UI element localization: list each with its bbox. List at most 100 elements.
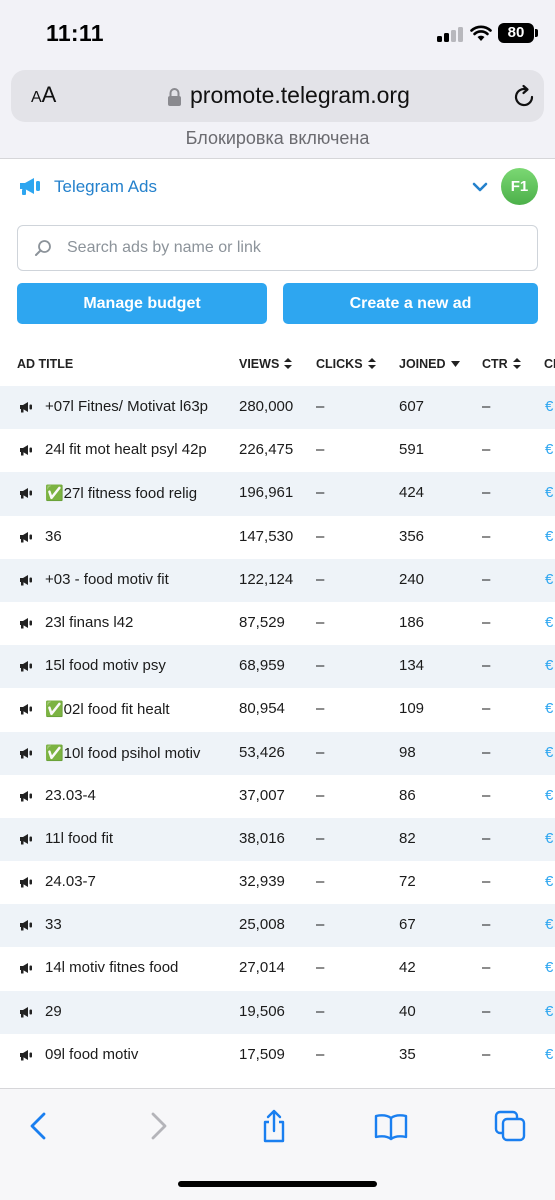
table-row[interactable]: ✅27l fitness food relig 196,961 – 424 – €: [0, 472, 555, 516]
megaphone-icon: [20, 920, 32, 931]
megaphone-icon: [20, 704, 32, 715]
joined-cell: 40: [399, 1002, 416, 1020]
cpm-cell: €: [545, 916, 554, 934]
cpm-cell: €: [545, 527, 554, 545]
views-cell: 38,016: [239, 829, 285, 847]
wifi-icon: [470, 25, 492, 41]
table-row[interactable]: 15l food motiv psy 68,959 – 134 – €: [0, 645, 555, 689]
sort-icon: [512, 358, 521, 369]
table-row[interactable]: ✅10l food psihol motiv 53,426 – 98 – €: [0, 731, 555, 775]
joined-cell: 72: [399, 873, 416, 891]
ctr-cell: –: [482, 786, 491, 804]
cpm-cell: €: [545, 873, 554, 891]
share-icon[interactable]: [257, 1109, 291, 1143]
ads-table: AD TITLE VIEWS CLICKS JOINED CTR CI +07l…: [0, 342, 555, 1077]
lock-icon: [168, 88, 181, 106]
ad-title-cell[interactable]: ✅10l food psihol motiv: [45, 744, 201, 762]
ad-title-cell[interactable]: 11l food fit: [45, 829, 114, 847]
cpm-cell: €: [545, 1002, 554, 1020]
ad-title-cell[interactable]: 09l food motiv: [45, 1045, 139, 1063]
table-row[interactable]: +03 - food motiv fit 122,124 – 240 – €: [0, 558, 555, 602]
ad-title-cell[interactable]: 24.03-7: [45, 873, 96, 891]
ctr-cell: –: [482, 613, 491, 631]
views-cell: 196,961: [239, 484, 294, 502]
table-row[interactable]: 23l finans l42 87,529 – 186 – €: [0, 601, 555, 646]
table-row[interactable]: 14l motiv fitnes food 27,014 – 42 – €: [0, 947, 555, 991]
ad-title-cell[interactable]: 23.03-4: [45, 786, 96, 804]
views-cell: 280,000: [239, 398, 294, 415]
views-cell: 53,426: [239, 743, 285, 761]
clicks-cell: –: [316, 1045, 325, 1063]
column-header-ctr[interactable]: CTR: [482, 357, 521, 371]
joined-cell: 607: [399, 398, 425, 415]
column-header-views[interactable]: VIEWS: [239, 357, 293, 371]
ad-title-cell[interactable]: +07l Fitnes/ Motivat l63p: [45, 398, 209, 415]
column-header-joined[interactable]: JOINED: [399, 357, 460, 371]
clicks-cell: –: [316, 570, 325, 588]
ad-title-cell[interactable]: 29: [45, 1002, 62, 1020]
joined-cell: 86: [399, 786, 416, 804]
views-cell: 226,475: [239, 441, 294, 459]
cpm-cell: €: [545, 484, 554, 502]
brand-name[interactable]: Telegram Ads: [54, 177, 157, 196]
clicks-cell: –: [316, 441, 325, 459]
ad-title-cell[interactable]: ✅02l food fit healt: [45, 701, 170, 719]
ad-title-cell[interactable]: 15l food motiv psy: [45, 657, 166, 675]
ad-title-cell[interactable]: 33: [45, 916, 62, 934]
search-box[interactable]: [17, 225, 538, 271]
reader-options-button[interactable]: AA: [31, 82, 57, 107]
table-row[interactable]: 33 25,008 – 67 – €: [0, 904, 555, 948]
joined-cell: 134: [399, 657, 425, 675]
joined-cell: 591: [399, 441, 425, 459]
views-cell: 87,529: [239, 613, 285, 631]
chevron-down-icon[interactable]: [472, 181, 488, 193]
table-row[interactable]: 24l fit mot healt psyl 42p 226,475 – 591 – €: [0, 429, 555, 473]
url-text[interactable]: promote.telegram.org: [190, 82, 410, 108]
ad-title-cell[interactable]: ✅27l fitness food relig: [45, 485, 198, 503]
ctr-cell: –: [482, 527, 491, 545]
table-row[interactable]: 11l food fit 38,016 – 82 – €: [0, 817, 555, 862]
cpm-cell: €: [545, 1045, 554, 1063]
ctr-cell: –: [482, 1002, 491, 1020]
clicks-cell: –: [316, 829, 325, 847]
table-row[interactable]: +07l Fitnes/ Motivat l63p 280,000 – 607 – €: [0, 386, 555, 430]
table-header: AD TITLE VIEWS CLICKS JOINED CTR CI: [0, 342, 555, 386]
table-row[interactable]: 24.03-7 32,939 – 72 – €: [0, 861, 555, 905]
megaphone-icon: [20, 963, 32, 974]
joined-cell: 186: [399, 613, 425, 631]
forward-icon[interactable]: [141, 1109, 175, 1143]
table-body: +07l Fitnes/ Motivat l63p 280,000 – 607 – €24…: [0, 386, 555, 1077]
joined-cell: 240: [399, 570, 425, 588]
address-bar[interactable]: AA promote.telegram.org: [11, 70, 544, 122]
column-header-ad-title[interactable]: AD TITLE: [17, 357, 74, 371]
ad-title-cell[interactable]: 36: [45, 527, 62, 545]
ad-title-cell[interactable]: 14l motiv fitnes food: [45, 959, 179, 977]
table-row[interactable]: 09l food motiv 17,509 – 35 – €: [0, 1033, 555, 1077]
status-time: 11:11: [46, 20, 104, 46]
create-ad-button[interactable]: Create a new ad: [283, 283, 538, 324]
back-icon[interactable]: [22, 1109, 56, 1143]
ad-title-cell[interactable]: 24l fit mot healt psyl 42p: [45, 441, 207, 459]
table-row[interactable]: 36 147,530 – 356 – €: [0, 515, 555, 559]
clicks-cell: –: [316, 916, 325, 934]
table-row[interactable]: ✅02l food fit healt 80,954 – 109 – €: [0, 688, 555, 732]
ctr-cell: –: [482, 829, 491, 847]
ctr-cell: –: [482, 743, 491, 761]
cpm-cell: €: [545, 959, 554, 977]
table-row[interactable]: 23.03-4 37,007 – 86 – €: [0, 774, 555, 818]
views-cell: 27,014: [239, 959, 285, 977]
reload-icon[interactable]: [511, 84, 537, 110]
manage-budget-button[interactable]: Manage budget: [17, 283, 267, 324]
avatar[interactable]: F1: [501, 168, 538, 205]
column-header-clicks[interactable]: CLICKS: [316, 357, 376, 371]
table-row[interactable]: 29 19,506 – 40 – €: [0, 990, 555, 1034]
clicks-cell: –: [316, 700, 325, 718]
bookmarks-icon[interactable]: [374, 1109, 408, 1143]
browser-chrome: AA promote.telegram.org Блокировка включ…: [0, 64, 555, 159]
search-input[interactable]: [67, 234, 517, 262]
ad-title-cell[interactable]: 23l finans l42: [45, 613, 134, 631]
tabs-icon[interactable]: [493, 1109, 527, 1143]
views-cell: 19,506: [239, 1002, 285, 1020]
ad-title-cell[interactable]: +03 - food motiv fit: [45, 570, 169, 588]
column-header-cpm[interactable]: CI: [544, 357, 555, 371]
